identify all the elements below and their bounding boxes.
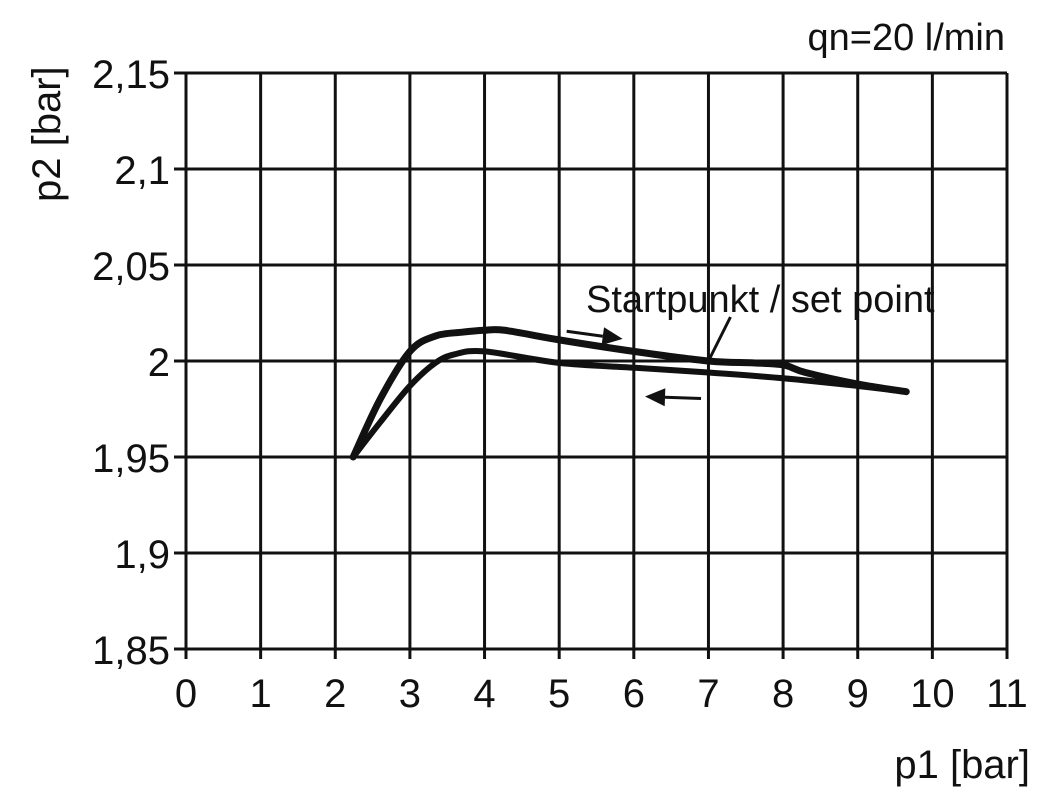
x-tick-label: 3 — [399, 672, 421, 716]
x-tick-label: 2 — [324, 672, 346, 716]
x-axis-label: p1 [bar] — [894, 743, 1030, 787]
arrow-head-icon — [601, 327, 623, 346]
x-tick-label: 5 — [548, 672, 570, 716]
arrow-head-icon — [645, 388, 666, 407]
flow-rate-annotation: qn=20 l/min — [807, 17, 1005, 59]
x-tick-label: 0 — [175, 672, 197, 716]
y-tick-label: 2,15 — [92, 53, 170, 97]
x-tick-labels: 0 1 2 3 4 5 6 7 8 9 10 11 — [175, 672, 1028, 716]
y-tick-label: 1,85 — [92, 629, 170, 673]
x-tick-label: 9 — [847, 672, 869, 716]
y-axis-label: p2 [bar] — [25, 66, 69, 202]
set-point-label: Startpunkt / set point — [586, 279, 935, 321]
series-group — [349, 325, 910, 461]
x-tick-label: 4 — [473, 672, 495, 716]
x-tick-label: 10 — [910, 672, 955, 716]
series-curve-increasing — [349, 325, 910, 461]
grid — [174, 71, 1009, 659]
set-point-leader-line — [707, 316, 732, 362]
y-tick-label: 2,05 — [92, 245, 170, 289]
x-tick-label: 6 — [623, 672, 645, 716]
x-tick-label: 8 — [772, 672, 794, 716]
y-tick-label: 2,1 — [114, 149, 170, 193]
y-tick-label: 1,9 — [114, 533, 170, 577]
series-curve-decreasing — [350, 347, 910, 460]
annotation-marks — [566, 316, 732, 407]
x-tick-label: 11 — [986, 672, 1028, 716]
x-tick-label: 1 — [250, 672, 272, 716]
y-tick-labels: 2,15 2,1 2,05 2 1,95 1,9 1,85 — [92, 53, 170, 673]
x-tick-label: 7 — [697, 672, 719, 716]
direction-arrow-increasing — [566, 329, 604, 338]
direction-arrow-decreasing — [664, 395, 702, 400]
y-tick-label: 1,95 — [92, 437, 170, 481]
y-tick-label: 2 — [148, 341, 170, 385]
